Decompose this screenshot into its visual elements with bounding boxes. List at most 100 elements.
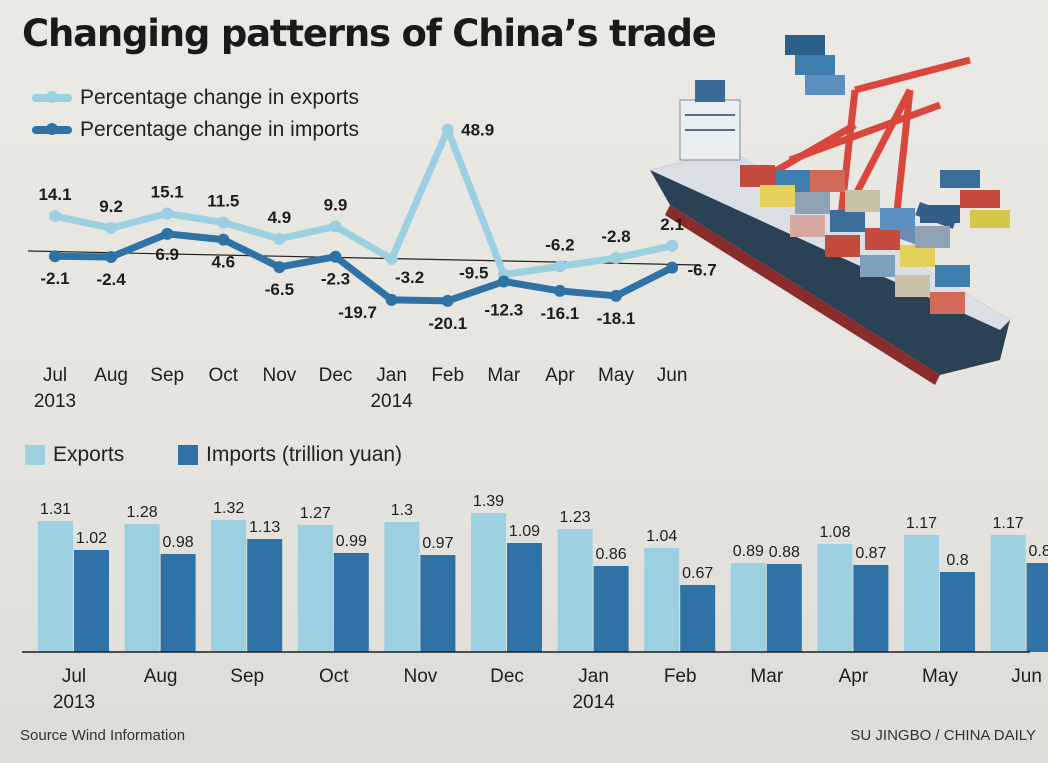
exports-change-label-may: -2.8 xyxy=(601,227,630,246)
exports-change-label-mar: -9.5 xyxy=(459,264,488,283)
exports-bar-aug xyxy=(124,524,160,652)
bar-month-label-oct: Oct xyxy=(319,666,349,687)
imports-bar-label-feb: 0.67 xyxy=(682,565,713,582)
exports-change-label-jul: 14.1 xyxy=(38,185,71,204)
exports-change-label-aug: 9.2 xyxy=(99,197,123,216)
line-month-label-may: May xyxy=(598,365,634,386)
legend-box-exports xyxy=(25,445,45,465)
exports-bar-label-oct: 1.27 xyxy=(300,505,331,522)
imports-bar-label-aug: 0.98 xyxy=(163,534,194,551)
legend-imports: Imports (trillion yuan) xyxy=(178,443,402,467)
line-year-label-2014: 2014 xyxy=(370,391,413,412)
imports-bar-label-sep: 1.13 xyxy=(249,519,280,536)
imports-bar-label-may: 0.8 xyxy=(946,552,968,569)
imports-bar-label-mar: 0.88 xyxy=(769,544,800,561)
exports-change-point-dec xyxy=(329,220,342,233)
line-chart: 14.1 9.2 15.1 11.5 4.9 9.9 -3.2 48.9 -9.5 -6.2 -2.… xyxy=(27,121,717,412)
line-month-label-dec: Dec xyxy=(319,365,353,386)
exports-change-point-nov xyxy=(273,232,286,245)
line-month-label-nov: Nov xyxy=(263,365,297,386)
exports-bar-label-dec: 1.39 xyxy=(473,493,504,510)
line-month-label-jul: Jul xyxy=(43,365,67,386)
exports-bar-label-jul: 1.31 xyxy=(40,501,71,518)
bar-month-label-feb: Feb xyxy=(664,666,697,687)
exports-change-point-may xyxy=(610,251,622,264)
bar-month-label-sep: Sep xyxy=(230,666,264,687)
imports-change-point-jan xyxy=(385,293,398,306)
imports-bar-aug xyxy=(160,554,196,652)
legend-swatch-imports xyxy=(32,123,72,135)
imports-bar-jun xyxy=(1026,563,1048,652)
imports-change-label-oct: 4.6 xyxy=(211,253,235,272)
exports-change-point-sep xyxy=(161,207,174,220)
exports-bar-may xyxy=(904,535,939,652)
exports-bar-label-aug: 1.28 xyxy=(127,504,158,521)
imports-change-label-mar: -12.3 xyxy=(484,301,523,320)
imports-bar-label-jul: 1.02 xyxy=(76,530,107,547)
imports-bar-label-oct: 0.99 xyxy=(336,533,367,550)
imports-change-point-feb xyxy=(441,294,454,307)
exports-change-label-nov: 4.9 xyxy=(268,208,292,227)
imports-bar-nov xyxy=(420,555,456,652)
exports-bar-sep xyxy=(211,520,247,652)
legend-exports: Exports xyxy=(25,443,124,467)
line-month-label-jan: Jan xyxy=(376,365,407,386)
legend-imports-change: Percentage change in imports xyxy=(32,118,359,142)
imports-bar-may xyxy=(940,572,975,652)
cargo-ship-illustration xyxy=(650,35,1010,385)
exports-bar-label-sep: 1.32 xyxy=(213,500,244,517)
exports-bar-label-jan: 1.23 xyxy=(560,509,591,526)
exports-change-point-feb xyxy=(441,123,454,136)
exports-bar-oct xyxy=(297,525,333,652)
exports-change-label-jan: -3.2 xyxy=(395,268,424,287)
exports-bar-jun xyxy=(990,535,1026,652)
imports-change-point-mar xyxy=(497,275,510,288)
bar-month-label-aug: Aug xyxy=(144,666,178,687)
exports-change-point-jun xyxy=(666,239,679,252)
bar-month-label-may: May xyxy=(922,666,958,687)
legend-label-imports-change: Percentage change in imports xyxy=(80,118,359,141)
imports-change-point-jul xyxy=(49,250,61,263)
imports-bar-jul xyxy=(74,550,109,652)
exports-change-point-jul xyxy=(49,210,61,223)
imports-bar-label-apr: 0.87 xyxy=(855,545,886,562)
exports-bar-jan xyxy=(557,529,593,652)
imports-bar-feb xyxy=(680,585,716,652)
exports-bar-nov xyxy=(384,522,420,652)
bar-month-label-jun: Jun xyxy=(1011,666,1042,687)
legend-swatch-exports xyxy=(32,91,72,103)
exports-change-label-apr: -6.2 xyxy=(545,235,574,254)
exports-change-line xyxy=(51,126,676,279)
imports-change-label-feb: -20.1 xyxy=(428,314,467,333)
bar-month-label-mar: Mar xyxy=(750,666,783,687)
exports-bar-dec xyxy=(471,513,506,652)
line-month-label-feb: Feb xyxy=(431,365,464,386)
imports-change-point-may xyxy=(610,289,622,302)
exports-change-point-apr xyxy=(553,260,566,273)
imports-bar-label-jun: 0.89 xyxy=(1029,543,1048,560)
imports-change-point-dec xyxy=(329,250,342,263)
exports-change-point-aug xyxy=(105,222,118,235)
imports-change-label-nov: -6.5 xyxy=(265,280,294,299)
imports-change-label-aug: -2.4 xyxy=(96,270,126,289)
imports-bar-label-nov: 0.97 xyxy=(422,535,453,552)
imports-change-label-dec: -2.3 xyxy=(321,270,350,289)
legend-exports-change: Percentage change in exports xyxy=(32,86,359,110)
bar-chart: 1.31 1.28 1.32 1.27 1.3 1.39 1.23 1.04 0.89 1.08 1… xyxy=(22,493,1048,713)
imports-bar-oct xyxy=(333,553,369,652)
legend-label-imports: Imports (trillion yuan) xyxy=(206,443,403,466)
exports-change-label-dec: 9.9 xyxy=(324,195,348,214)
line-month-label-aug: Aug xyxy=(94,365,128,386)
line-month-label-mar: Mar xyxy=(487,365,520,386)
imports-change-point-oct xyxy=(217,233,230,246)
source-note: Source Wind Information xyxy=(20,727,186,744)
imports-change-point-jun xyxy=(666,261,679,274)
exports-change-label-jun: 2.1 xyxy=(660,215,684,234)
imports-change-point-aug xyxy=(105,250,118,263)
legend-label-exports-change: Percentage change in exports xyxy=(80,86,360,109)
bar-month-label-dec: Dec xyxy=(490,666,524,687)
imports-bar-label-dec: 1.09 xyxy=(509,523,540,540)
exports-change-label-sep: 15.1 xyxy=(151,183,184,202)
legend-label-exports: Exports xyxy=(53,443,125,466)
